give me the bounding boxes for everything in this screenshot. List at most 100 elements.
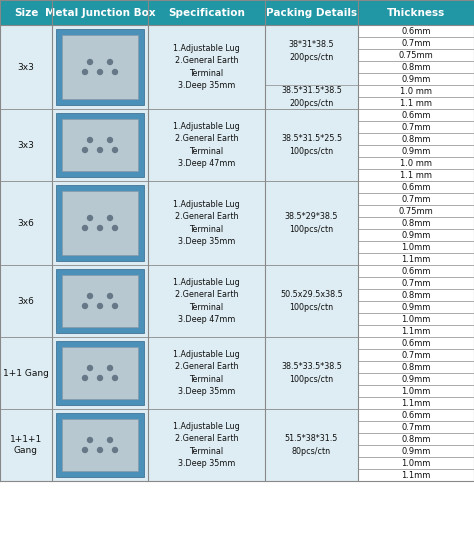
Bar xyxy=(62,347,138,399)
Text: 1.Adjustable Lug
2.General Earth
Terminal
3.Deep 35mm: 1.Adjustable Lug 2.General Earth Termina… xyxy=(173,200,240,246)
Bar xyxy=(56,185,144,261)
Bar xyxy=(358,169,474,181)
Text: 3x6: 3x6 xyxy=(18,218,35,228)
Circle shape xyxy=(82,448,88,453)
Text: 0.6mm: 0.6mm xyxy=(401,111,431,119)
Bar xyxy=(148,409,265,481)
Bar xyxy=(0,25,52,109)
Circle shape xyxy=(98,69,102,74)
Bar xyxy=(0,0,474,481)
Bar xyxy=(358,301,474,313)
Bar xyxy=(358,337,474,349)
Text: 3x3: 3x3 xyxy=(18,140,35,150)
Text: 0.9mm: 0.9mm xyxy=(401,230,431,240)
Text: 1.1 mm: 1.1 mm xyxy=(400,171,432,179)
Bar xyxy=(52,337,148,409)
Bar xyxy=(62,191,138,255)
Circle shape xyxy=(108,60,112,64)
Bar xyxy=(358,469,474,481)
Bar xyxy=(358,325,474,337)
Text: 0.75mm: 0.75mm xyxy=(399,207,433,216)
Text: 1.Adjustable Lug
2.General Earth
Terminal
3.Deep 35mm: 1.Adjustable Lug 2.General Earth Termina… xyxy=(173,350,240,396)
Bar xyxy=(62,35,138,99)
Text: 1.Adjustable Lug
2.General Earth
Terminal
3.Deep 47mm: 1.Adjustable Lug 2.General Earth Termina… xyxy=(173,278,240,324)
Bar xyxy=(358,385,474,397)
Circle shape xyxy=(108,365,112,371)
Text: 1.0mm: 1.0mm xyxy=(401,459,431,468)
Text: 1+1+1
Gang: 1+1+1 Gang xyxy=(10,435,42,455)
Text: 0.8mm: 0.8mm xyxy=(401,134,431,144)
Text: 1+1 Gang: 1+1 Gang xyxy=(3,369,49,377)
Bar xyxy=(358,49,474,61)
Bar xyxy=(52,109,148,181)
Bar xyxy=(148,265,265,337)
Text: 1.1mm: 1.1mm xyxy=(401,255,431,263)
Text: 0.9mm: 0.9mm xyxy=(401,447,431,455)
Circle shape xyxy=(98,147,102,152)
Text: 0.8mm: 0.8mm xyxy=(401,363,431,371)
Text: 0.8mm: 0.8mm xyxy=(401,218,431,228)
Circle shape xyxy=(82,376,88,380)
Text: 1.0mm: 1.0mm xyxy=(401,242,431,251)
Circle shape xyxy=(88,437,92,442)
Bar xyxy=(0,181,52,265)
Bar xyxy=(148,109,265,181)
Text: 0.8mm: 0.8mm xyxy=(401,291,431,300)
Bar xyxy=(358,97,474,109)
Text: 0.6mm: 0.6mm xyxy=(401,27,431,35)
Bar xyxy=(358,229,474,241)
Text: 0.7mm: 0.7mm xyxy=(401,279,431,287)
Circle shape xyxy=(108,437,112,442)
Circle shape xyxy=(82,147,88,152)
Bar xyxy=(56,113,144,177)
Bar xyxy=(358,157,474,169)
Bar xyxy=(56,29,144,105)
Bar xyxy=(52,181,148,265)
Bar xyxy=(358,121,474,133)
Text: Packing Details: Packing Details xyxy=(266,8,357,17)
Circle shape xyxy=(88,365,92,371)
Bar xyxy=(148,0,265,25)
Bar xyxy=(358,445,474,457)
Text: 0.7mm: 0.7mm xyxy=(401,195,431,203)
Text: Size: Size xyxy=(14,8,38,17)
Circle shape xyxy=(88,216,92,221)
Bar xyxy=(62,119,138,171)
Text: 0.9mm: 0.9mm xyxy=(401,302,431,312)
Text: 0.6mm: 0.6mm xyxy=(401,183,431,191)
Bar xyxy=(358,37,474,49)
Bar xyxy=(358,265,474,277)
Circle shape xyxy=(98,225,102,230)
Text: 38.5*31.5*25.5
100pcs/ctn: 38.5*31.5*25.5 100pcs/ctn xyxy=(281,134,342,156)
Text: 38*31*38.5
200pcs/ctn: 38*31*38.5 200pcs/ctn xyxy=(289,40,334,62)
Bar xyxy=(56,341,144,405)
Text: 0.8mm: 0.8mm xyxy=(401,62,431,72)
Bar xyxy=(0,265,52,337)
Bar xyxy=(265,25,358,109)
Text: 1.Adjustable Lug
2.General Earth
Terminal
3.Deep 47mm: 1.Adjustable Lug 2.General Earth Termina… xyxy=(173,122,240,168)
Bar xyxy=(62,275,138,327)
Bar xyxy=(56,413,144,477)
Text: Metal Junction Box: Metal Junction Box xyxy=(45,8,155,17)
Text: 38.5*29*38.5
100pcs/ctn: 38.5*29*38.5 100pcs/ctn xyxy=(285,212,338,234)
Bar xyxy=(358,85,474,97)
Text: 0.9mm: 0.9mm xyxy=(401,74,431,83)
Circle shape xyxy=(108,294,112,299)
Text: 0.7mm: 0.7mm xyxy=(401,423,431,431)
Bar xyxy=(358,109,474,121)
Bar xyxy=(265,109,358,181)
Bar xyxy=(358,253,474,265)
Bar xyxy=(0,109,52,181)
Bar xyxy=(52,265,148,337)
Bar xyxy=(358,277,474,289)
Bar xyxy=(358,0,474,25)
Text: 1.1mm: 1.1mm xyxy=(401,470,431,480)
Bar xyxy=(265,181,358,265)
Text: 1.Adjustable Lug
2.General Earth
Terminal
3.Deep 35mm: 1.Adjustable Lug 2.General Earth Termina… xyxy=(173,44,240,91)
Circle shape xyxy=(112,69,118,74)
Bar xyxy=(358,217,474,229)
Bar xyxy=(265,337,358,409)
Bar xyxy=(358,145,474,157)
Circle shape xyxy=(112,225,118,230)
Circle shape xyxy=(112,448,118,453)
